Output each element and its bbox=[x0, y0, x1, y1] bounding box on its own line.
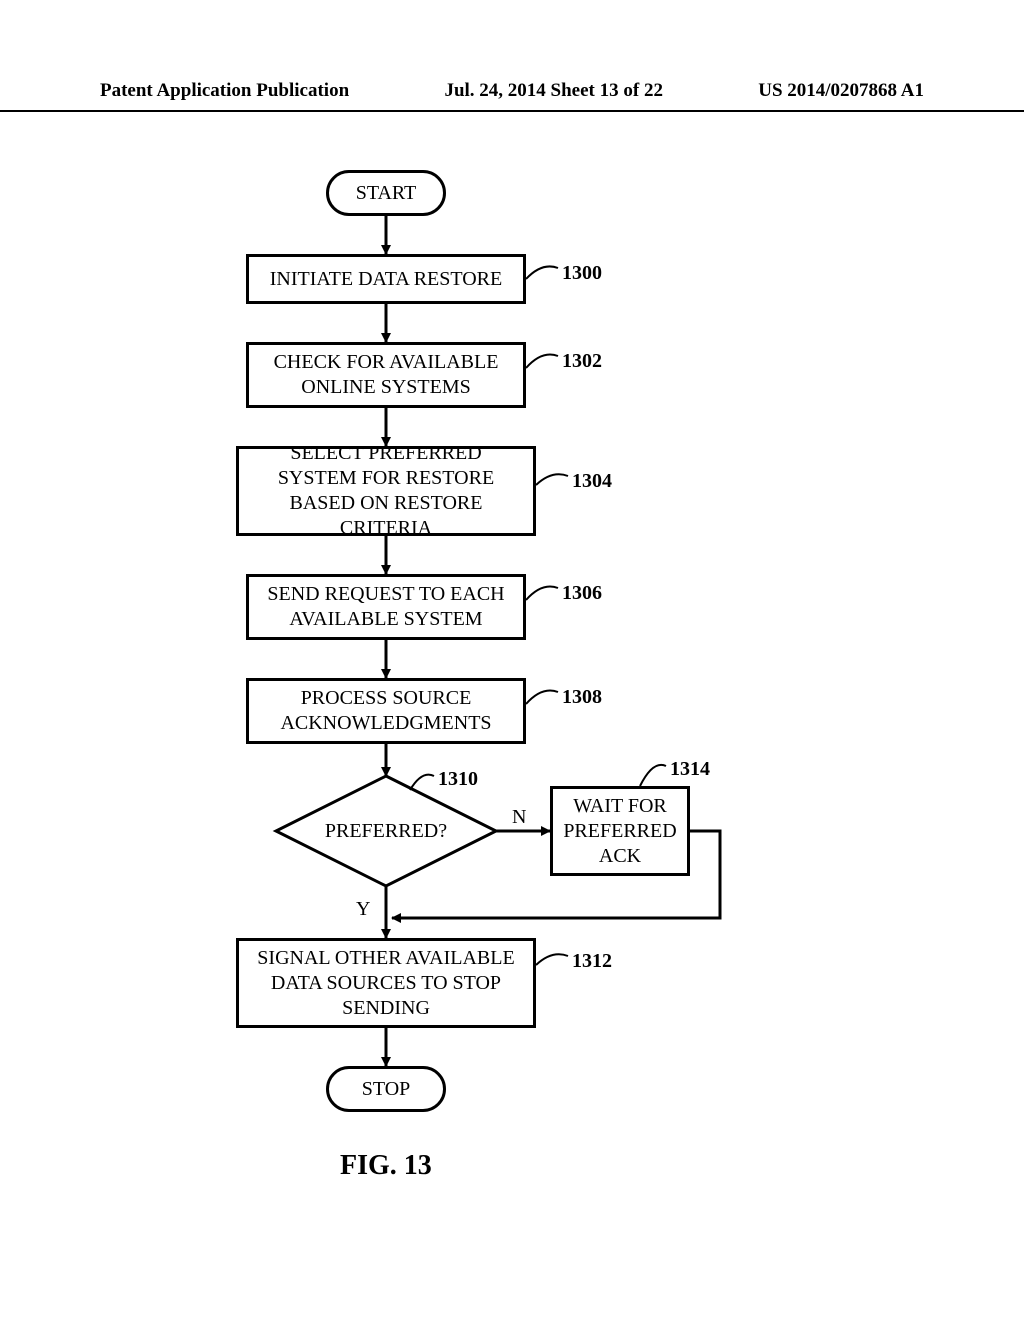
ref-1314: 1314 bbox=[670, 758, 710, 781]
process-1302-label: CHECK FOR AVAILABLE ONLINE SYSTEMS bbox=[259, 350, 513, 400]
ref-1300: 1300 bbox=[562, 262, 602, 285]
ref-1304: 1304 bbox=[572, 470, 612, 493]
process-1306: SEND REQUEST TO EACH AVAILABLE SYSTEM bbox=[246, 574, 526, 640]
ref-1310: 1310 bbox=[438, 768, 478, 791]
process-1306-label: SEND REQUEST TO EACH AVAILABLE SYSTEM bbox=[259, 582, 513, 632]
ref-1312: 1312 bbox=[572, 950, 612, 973]
figure-label: FIG. 13 bbox=[340, 1150, 432, 1182]
process-1300: INITIATE DATA RESTORE bbox=[246, 254, 526, 304]
process-1308: PROCESS SOURCE ACKNOWLEDGMENTS bbox=[246, 678, 526, 744]
flowchart-canvas: START INITIATE DATA RESTORE CHECK FOR AV… bbox=[0, 150, 1024, 1250]
process-1314: WAIT FOR PREFERRED ACK bbox=[550, 786, 690, 876]
edge-label-y: Y bbox=[356, 898, 370, 921]
process-1304-label: SELECT PREFERRED SYSTEM FOR RESTORE BASE… bbox=[249, 441, 523, 541]
process-1302: CHECK FOR AVAILABLE ONLINE SYSTEMS bbox=[246, 342, 526, 408]
header-right: US 2014/0207868 A1 bbox=[758, 80, 924, 102]
ref-1308: 1308 bbox=[562, 686, 602, 709]
process-1304: SELECT PREFERRED SYSTEM FOR RESTORE BASE… bbox=[236, 446, 536, 536]
page-header: Patent Application Publication Jul. 24, … bbox=[0, 80, 1024, 112]
process-1308-label: PROCESS SOURCE ACKNOWLEDGMENTS bbox=[259, 686, 513, 736]
ref-1306: 1306 bbox=[562, 582, 602, 605]
process-1314-label: WAIT FOR PREFERRED ACK bbox=[563, 794, 677, 869]
edge-label-n: N bbox=[512, 806, 526, 829]
terminal-stop-label: STOP bbox=[362, 1077, 411, 1102]
decision-1310-label: PREFERRED? bbox=[325, 820, 447, 843]
header-center: Jul. 24, 2014 Sheet 13 of 22 bbox=[444, 80, 663, 102]
process-1300-label: INITIATE DATA RESTORE bbox=[270, 267, 502, 292]
header-left: Patent Application Publication bbox=[100, 80, 349, 102]
terminal-start: START bbox=[326, 170, 446, 216]
process-1312-label: SIGNAL OTHER AVAILABLE DATA SOURCES TO S… bbox=[249, 946, 523, 1021]
process-1312: SIGNAL OTHER AVAILABLE DATA SOURCES TO S… bbox=[236, 938, 536, 1028]
terminal-stop: STOP bbox=[326, 1066, 446, 1112]
terminal-start-label: START bbox=[356, 181, 417, 206]
ref-1302: 1302 bbox=[562, 350, 602, 373]
decision-1310: PREFERRED? bbox=[276, 776, 496, 886]
